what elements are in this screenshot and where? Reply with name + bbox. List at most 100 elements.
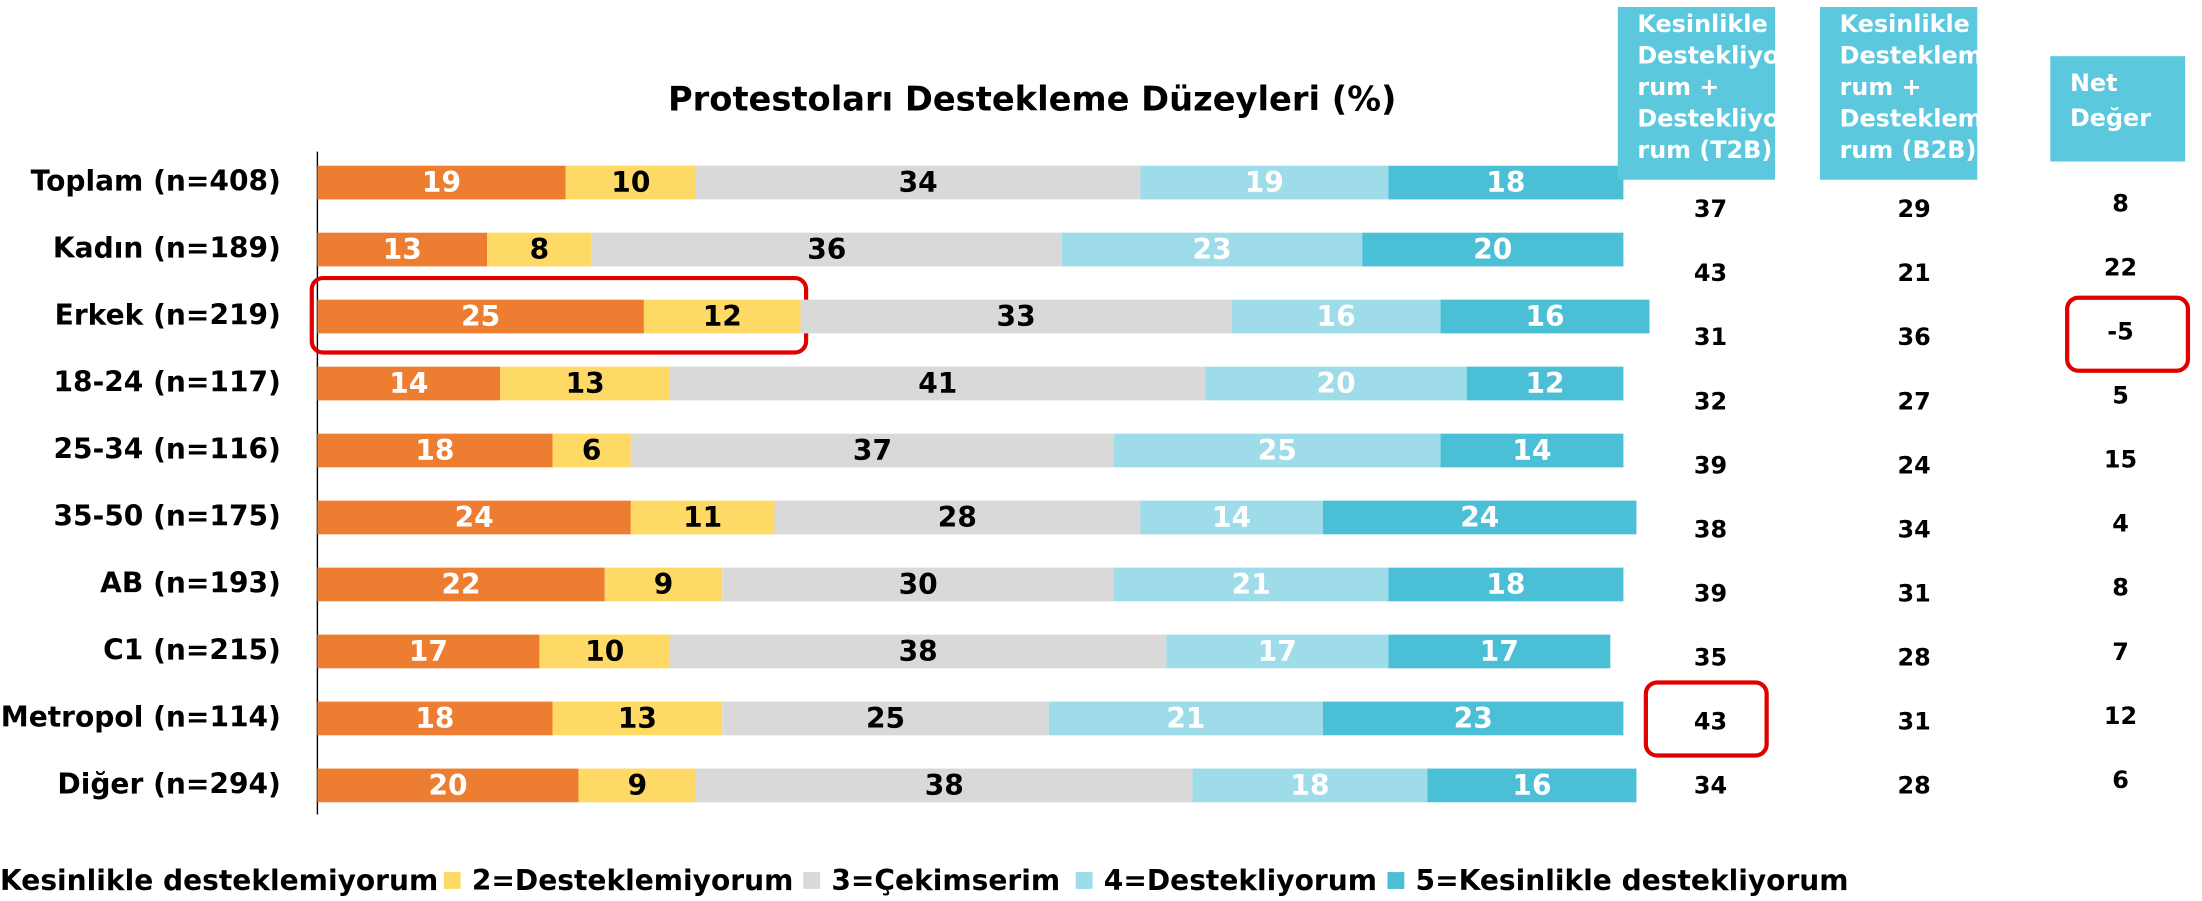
table-header: Destekliyo (1637, 105, 1779, 133)
data-label: 23 (1454, 702, 1493, 735)
data-label: 11 (683, 501, 722, 534)
table-header: rum + (1840, 73, 1922, 101)
data-label: 20 (1473, 233, 1512, 266)
y-tick-label: Toplam (n=408) (31, 165, 281, 198)
bar-segment (317, 701, 553, 736)
table-header: Net (2070, 69, 2118, 97)
table-cell: 22 (2104, 254, 2137, 282)
data-label: 16 (1512, 769, 1551, 802)
table-cell: 8 (2112, 190, 2129, 218)
data-label: 24 (1460, 501, 1499, 534)
bar-segment (1140, 165, 1389, 200)
bar-segment (1427, 768, 1637, 803)
legend-label: 3=Çekimserim (831, 864, 1060, 897)
bar-segment (565, 165, 697, 200)
bar-segment (317, 500, 631, 535)
table-header: Destekliyo (1637, 41, 1779, 69)
highlight-box (1643, 680, 1769, 758)
data-label: 18 (1486, 568, 1525, 601)
data-label: 33 (997, 300, 1036, 333)
table-cell: 15 (2104, 446, 2137, 474)
y-tick-label: Erkek (n=219) (55, 299, 281, 332)
table-cell: 21 (1897, 259, 1930, 287)
bar-segment (591, 232, 1062, 267)
data-label: 23 (1192, 233, 1231, 266)
bar-segment (317, 232, 488, 267)
table-cell: 24 (1897, 451, 1930, 479)
bar-segment (578, 768, 697, 803)
bar-segment (552, 433, 631, 468)
table-cell: 28 (1897, 771, 1930, 799)
bar-segment (1362, 232, 1624, 267)
data-label: 20 (428, 769, 467, 802)
legend-label: 5=Kesinlikle destekliyorum (1416, 864, 1849, 897)
bar-segment (317, 634, 540, 669)
data-label: 18 (1290, 769, 1329, 802)
data-label: 25 (461, 300, 500, 333)
table-cell: 31 (1897, 707, 1930, 735)
data-label: 19 (1245, 166, 1284, 199)
highlight-box (2065, 295, 2191, 373)
table-cell: 28 (1897, 643, 1930, 671)
table-cell: 38 (1694, 515, 1727, 543)
data-label: 36 (807, 233, 846, 266)
table-cell: 27 (1897, 387, 1930, 415)
bar-segment (1114, 567, 1389, 602)
y-tick-label: 35-50 (n=175) (54, 499, 281, 532)
bar-segment (1061, 232, 1363, 267)
bar-segment (670, 634, 1167, 669)
table-header: Kesinlikle (1637, 10, 1767, 38)
table-cell: 6 (2112, 766, 2129, 794)
table-header: Kesinlikle (1840, 10, 1970, 38)
bar-segment (1048, 701, 1324, 736)
data-label: 9 (654, 568, 674, 601)
bar-segment (670, 366, 1206, 401)
table-header: rum (B2B) (1840, 136, 1977, 164)
data-label: 37 (853, 434, 892, 467)
bar-segment (1466, 366, 1624, 401)
legend-label: 2=Desteklemiyorum (472, 864, 794, 897)
table-header: Desteklemiyo (1840, 105, 2023, 133)
bar-segment (1440, 299, 1650, 334)
data-label: 41 (918, 367, 957, 400)
y-tick-label: AB (n=193) (100, 566, 281, 599)
bar-segment (1114, 433, 1441, 468)
legend-swatch (803, 872, 821, 889)
bar-segment (722, 567, 1115, 602)
legend-swatch (443, 872, 461, 889)
data-label: 20 (1317, 367, 1356, 400)
bar-segment (1192, 768, 1428, 803)
data-label: 17 (1480, 635, 1519, 668)
bar-segment (500, 366, 671, 401)
data-label: 34 (899, 166, 938, 199)
legend-label: Kesinlikle desteklemiyorum (0, 864, 438, 897)
table-cell: 32 (1694, 387, 1727, 415)
bar-segment (643, 299, 801, 334)
data-label: 14 (389, 367, 428, 400)
bar-segment (1205, 366, 1467, 401)
bar-segment (1231, 299, 1441, 334)
data-label: 17 (409, 635, 448, 668)
data-label: 30 (899, 568, 938, 601)
bar-segment (1140, 500, 1324, 535)
table-cell: 31 (1694, 323, 1727, 351)
table-cell: 29 (1897, 195, 1930, 223)
table-cell: 31 (1897, 579, 1930, 607)
table-cell: 4 (2112, 510, 2129, 538)
bar-segment (317, 366, 501, 401)
table-header: rum (T2B) (1637, 136, 1772, 164)
table-header: Değer (2070, 104, 2151, 132)
data-label: 24 (455, 501, 494, 534)
table-cell: 35 (1694, 643, 1727, 671)
bar-segment (696, 165, 1141, 200)
data-label: 12 (703, 300, 742, 333)
data-label: 14 (1212, 501, 1251, 534)
legend-swatch (1387, 872, 1405, 889)
legend-swatch (1075, 872, 1093, 889)
y-tick-label: 18-24 (n=117) (54, 366, 281, 399)
table-cell: -5 (2107, 318, 2134, 346)
bar-segment (317, 567, 605, 602)
y-tick-label: Metropol (n=114) (1, 700, 281, 733)
bar-segment (1323, 701, 1624, 736)
data-label: 25 (1258, 434, 1297, 467)
